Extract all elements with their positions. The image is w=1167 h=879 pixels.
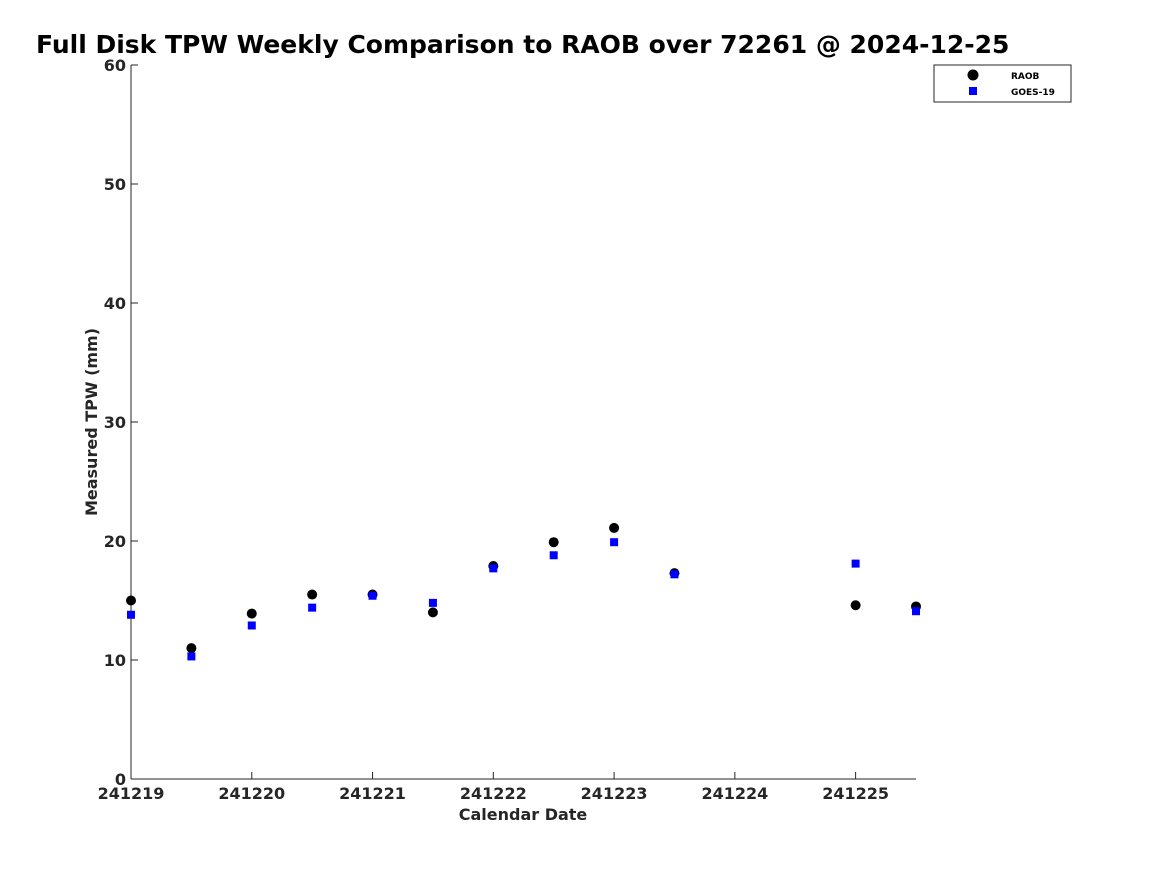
x-axis-ticks: 241219 241220 241221 241222 241223 241224 2412… <box>98 772 889 803</box>
legend: RAOB GOES-19 <box>933 64 1072 103</box>
data-point <box>126 595 136 606</box>
data-point <box>186 643 197 654</box>
y-tick-label: 30 <box>104 413 126 432</box>
y-tick-label: 0 <box>115 770 126 789</box>
legend-items: RAOB GOES-19 <box>967 69 1055 98</box>
series-goes-19 <box>127 538 920 661</box>
data-point <box>246 608 257 619</box>
x-tick-label: 241224 <box>701 784 768 803</box>
data-point <box>427 607 438 618</box>
y-tick-label: 40 <box>104 294 126 313</box>
y-axis-label: Measured TPW (mm) <box>82 328 101 516</box>
data-point <box>609 522 620 533</box>
y-tick-label: 60 <box>104 56 126 75</box>
data-point <box>610 538 619 547</box>
x-axis-label: Calendar Date <box>459 805 588 824</box>
data-point <box>127 610 135 619</box>
data-point <box>307 589 318 600</box>
y-axis-ticks: 0 10 20 30 40 50 60 <box>104 56 138 789</box>
x-tick-label: 241225 <box>822 784 889 803</box>
x-tick-label: 241221 <box>339 784 406 803</box>
x-tick-label: 241219 <box>98 784 165 803</box>
x-tick-label: 241223 <box>581 784 648 803</box>
data-point <box>187 652 196 661</box>
x-tick-label: 241222 <box>460 784 527 803</box>
data-point <box>247 621 256 630</box>
legend-label: RAOB <box>1011 72 1040 82</box>
data-point <box>308 603 317 612</box>
data-point <box>670 570 679 579</box>
data-series-layer <box>126 522 921 661</box>
data-point <box>489 564 498 573</box>
legend-box <box>933 64 1072 103</box>
legend-marker <box>969 87 977 95</box>
data-point <box>368 591 377 600</box>
legend-marker <box>967 69 979 81</box>
data-point <box>850 600 861 611</box>
data-point <box>548 537 559 548</box>
data-point <box>549 551 558 560</box>
legend-label: GOES-19 <box>1011 88 1055 98</box>
x-tick-label: 241220 <box>218 784 285 803</box>
y-tick-label: 20 <box>104 532 126 551</box>
chart-title: Full Disk TPW Weekly Comparison to RAOB … <box>36 30 1009 59</box>
y-tick-label: 10 <box>104 651 126 670</box>
data-point <box>851 559 860 568</box>
y-tick-label: 50 <box>104 175 126 194</box>
data-point <box>428 598 437 607</box>
data-point <box>912 607 920 616</box>
